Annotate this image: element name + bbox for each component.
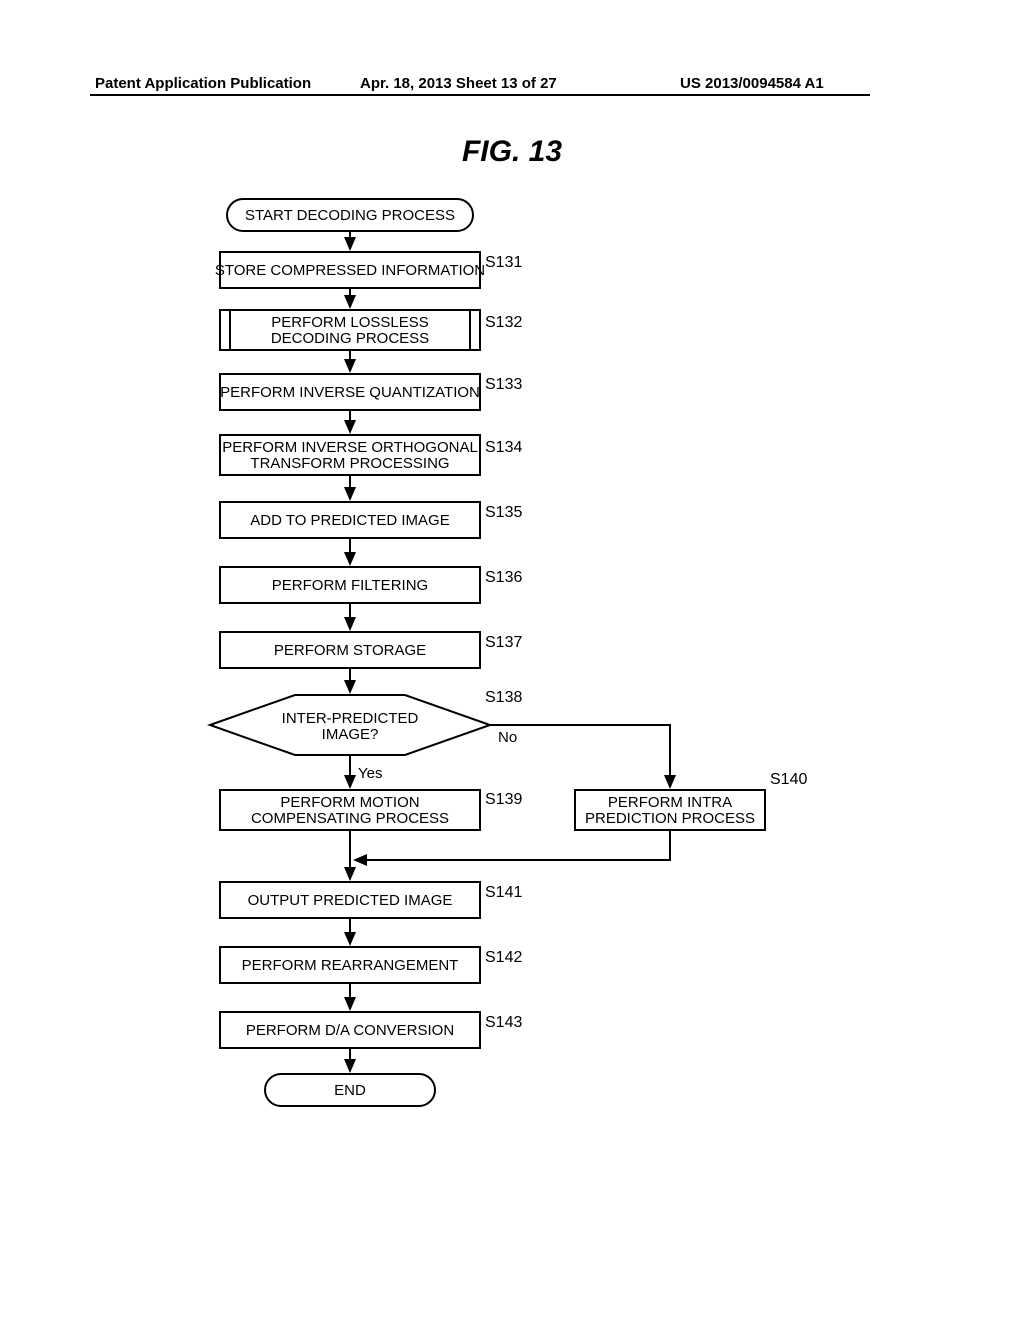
node-s139-text1: PERFORM MOTION (280, 794, 419, 811)
node-s142-step: S142 (485, 949, 522, 966)
node-s133-text: PERFORM INVERSE QUANTIZATION (220, 384, 480, 401)
node-s142-text: PERFORM REARRANGEMENT (242, 957, 459, 974)
flowchart: START DECODING PROCESS STORE COMPRESSED … (140, 180, 880, 1140)
figure-title: FIG. 13 (0, 135, 1024, 169)
header-left: Patent Application Publication (95, 75, 311, 92)
node-s136-text: PERFORM FILTERING (272, 577, 428, 594)
node-s132-text1: PERFORM LOSSLESS (271, 314, 429, 331)
node-s141: OUTPUT PREDICTED IMAGE S141 (220, 882, 522, 918)
node-s132-text2: DECODING PROCESS (271, 330, 429, 347)
edge-merge (355, 830, 670, 860)
node-s131-text: STORE COMPRESSED INFORMATION (215, 262, 485, 279)
node-s136: PERFORM FILTERING S136 (220, 567, 522, 603)
branch-yes-label: Yes (358, 765, 382, 782)
node-s137-step: S137 (485, 634, 522, 651)
node-s133: PERFORM INVERSE QUANTIZATION S133 (220, 374, 522, 410)
node-s142: PERFORM REARRANGEMENT S142 (220, 947, 522, 983)
node-s137-text: PERFORM STORAGE (274, 642, 426, 659)
node-s138: INTER-PREDICTED IMAGE? S138 (210, 689, 522, 755)
node-s131: STORE COMPRESSED INFORMATION S131 (215, 252, 523, 288)
node-s139-step: S139 (485, 791, 522, 808)
node-s132-step: S132 (485, 314, 522, 331)
node-s141-text: OUTPUT PREDICTED IMAGE (248, 892, 453, 909)
node-s137: PERFORM STORAGE S137 (220, 632, 522, 668)
branch-no-label: No (498, 729, 517, 746)
node-s141-step: S141 (485, 884, 522, 901)
node-s133-step: S133 (485, 376, 522, 393)
node-start-label: START DECODING PROCESS (245, 207, 455, 224)
node-s135-text: ADD TO PREDICTED IMAGE (250, 512, 449, 529)
node-s135: ADD TO PREDICTED IMAGE S135 (220, 502, 522, 538)
node-s136-step: S136 (485, 569, 522, 586)
node-s143-text: PERFORM D/A CONVERSION (246, 1022, 454, 1039)
node-s139-text2: COMPENSATING PROCESS (251, 810, 449, 827)
header-right: US 2013/0094584 A1 (680, 75, 824, 92)
node-s134-step: S134 (485, 439, 522, 456)
node-s140-text2: PREDICTION PROCESS (585, 810, 755, 827)
node-s139: PERFORM MOTION COMPENSATING PROCESS S139 (220, 790, 522, 830)
node-s143: PERFORM D/A CONVERSION S143 (220, 1012, 522, 1048)
node-s134: PERFORM INVERSE ORTHOGONAL TRANSFORM PRO… (220, 435, 522, 475)
node-s135-step: S135 (485, 504, 522, 521)
node-end-label: END (334, 1082, 366, 1099)
node-s132: PERFORM LOSSLESS DECODING PROCESS S132 (220, 310, 522, 350)
node-s134-text1: PERFORM INVERSE ORTHOGONAL (222, 439, 478, 456)
node-s140: PERFORM INTRA PREDICTION PROCESS S140 (575, 771, 807, 830)
node-end: END (265, 1074, 435, 1106)
node-s143-step: S143 (485, 1014, 522, 1031)
header-rule (90, 94, 870, 96)
node-s138-text1: INTER-PREDICTED (282, 710, 419, 727)
node-s140-step: S140 (770, 771, 807, 788)
node-s131-step: S131 (485, 254, 522, 271)
node-s138-text2: IMAGE? (322, 726, 379, 743)
header-center: Apr. 18, 2013 Sheet 13 of 27 (360, 75, 557, 92)
page: Patent Application Publication Apr. 18, … (0, 0, 1024, 1320)
node-s134-text2: TRANSFORM PROCESSING (250, 455, 449, 472)
node-start: START DECODING PROCESS (227, 199, 473, 231)
node-s140-text1: PERFORM INTRA (608, 794, 732, 811)
node-s138-step: S138 (485, 689, 522, 706)
